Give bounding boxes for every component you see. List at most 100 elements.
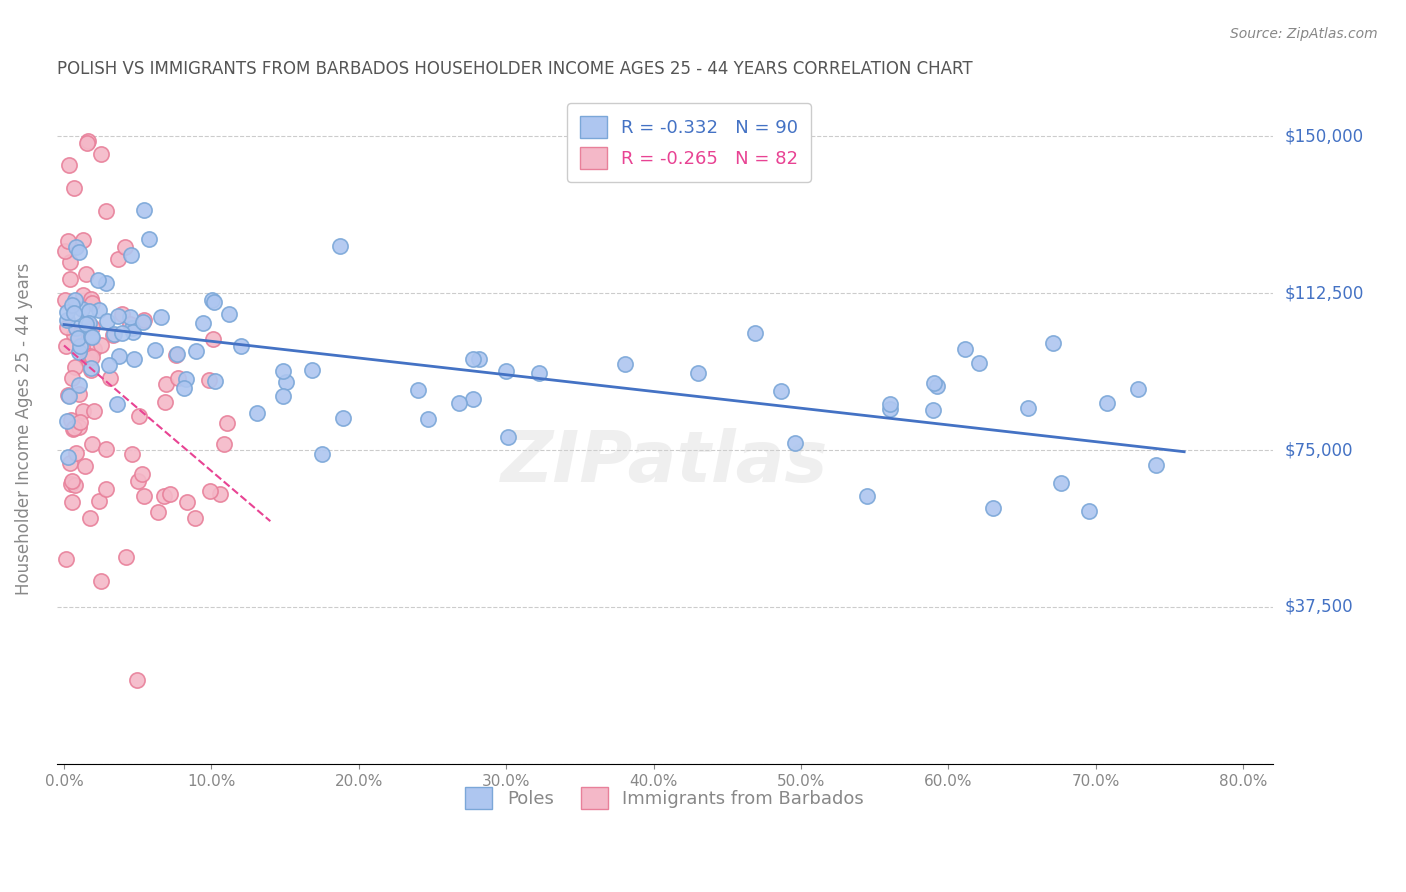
Point <box>58 450 80 464</box>
Point <box>76 353 98 368</box>
Point <box>527 367 550 381</box>
Point <box>1144 458 1167 472</box>
Point <box>62 306 84 320</box>
Point <box>329 239 352 253</box>
Point <box>111 307 134 321</box>
Point <box>463 352 485 367</box>
Point <box>94 203 117 218</box>
Point <box>70 301 93 316</box>
Point <box>246 406 269 420</box>
Point <box>80 330 103 344</box>
Point <box>69 339 91 353</box>
Point <box>218 307 240 321</box>
Point <box>60 495 83 509</box>
Point <box>80 363 103 377</box>
Text: $112,500: $112,500 <box>1285 285 1364 302</box>
Point <box>56 320 79 334</box>
Point <box>56 388 79 402</box>
Point <box>59 272 82 286</box>
Point <box>111 326 134 340</box>
Point <box>83 342 105 356</box>
Point <box>132 202 155 217</box>
Point <box>120 248 142 262</box>
Point <box>301 363 323 377</box>
Point <box>166 371 188 385</box>
Point <box>63 181 86 195</box>
Point <box>80 296 103 310</box>
Point <box>63 293 86 307</box>
Point <box>927 379 949 393</box>
Point <box>198 484 221 499</box>
Point <box>174 371 197 385</box>
Point <box>217 416 239 430</box>
Point <box>55 552 77 566</box>
Point <box>924 376 946 390</box>
Point <box>155 376 177 391</box>
Point <box>121 321 143 335</box>
Point <box>67 245 90 260</box>
Point <box>127 475 149 489</box>
Point <box>201 293 224 307</box>
Point <box>468 352 491 367</box>
Point <box>63 421 86 435</box>
Point <box>184 343 207 358</box>
Point <box>97 358 120 372</box>
Point <box>67 345 90 359</box>
Point <box>60 475 83 489</box>
Point <box>447 396 470 410</box>
Point <box>79 511 101 525</box>
Point <box>70 340 93 354</box>
Point <box>76 136 98 150</box>
Point <box>76 135 98 149</box>
Point <box>495 364 517 378</box>
Point <box>271 388 294 402</box>
Point <box>56 305 79 319</box>
Point <box>115 550 138 565</box>
Point <box>96 482 118 496</box>
Point <box>80 292 103 306</box>
Text: POLISH VS IMMIGRANTS FROM BARBADOS HOUSEHOLDER INCOME AGES 25 - 44 YEARS CORRELA: POLISH VS IMMIGRANTS FROM BARBADOS HOUSE… <box>56 60 972 78</box>
Point <box>72 288 94 302</box>
Point <box>1042 336 1064 351</box>
Point <box>879 397 901 411</box>
Point <box>56 414 79 428</box>
Point <box>87 493 110 508</box>
Point <box>72 233 94 247</box>
Point <box>75 317 97 331</box>
Point <box>55 244 77 258</box>
Point <box>209 487 232 501</box>
Point <box>173 381 195 395</box>
Point <box>103 326 125 341</box>
Point <box>80 361 103 376</box>
Point <box>120 310 142 325</box>
Point <box>271 363 294 377</box>
Point <box>122 325 145 339</box>
Point <box>132 315 155 329</box>
Point <box>58 389 80 403</box>
Point <box>80 350 103 364</box>
Point <box>90 574 112 588</box>
Point <box>274 375 297 389</box>
Point <box>79 304 101 318</box>
Point <box>94 442 117 457</box>
Point <box>183 511 205 525</box>
Point <box>76 351 98 366</box>
Point <box>96 313 118 327</box>
Point <box>67 386 90 401</box>
Point <box>60 371 83 385</box>
Legend: Poles, Immigrants from Barbados: Poles, Immigrants from Barbados <box>453 774 876 822</box>
Point <box>856 490 879 504</box>
Point <box>229 339 252 353</box>
Point <box>69 415 91 429</box>
Point <box>80 436 103 450</box>
Point <box>198 373 221 387</box>
Point <box>143 343 166 357</box>
Point <box>131 467 153 481</box>
Point <box>134 312 156 326</box>
Point <box>769 384 792 398</box>
Point <box>83 404 105 418</box>
Point <box>159 487 181 501</box>
Point <box>1095 396 1118 410</box>
Point <box>1050 476 1073 491</box>
Point <box>90 146 112 161</box>
